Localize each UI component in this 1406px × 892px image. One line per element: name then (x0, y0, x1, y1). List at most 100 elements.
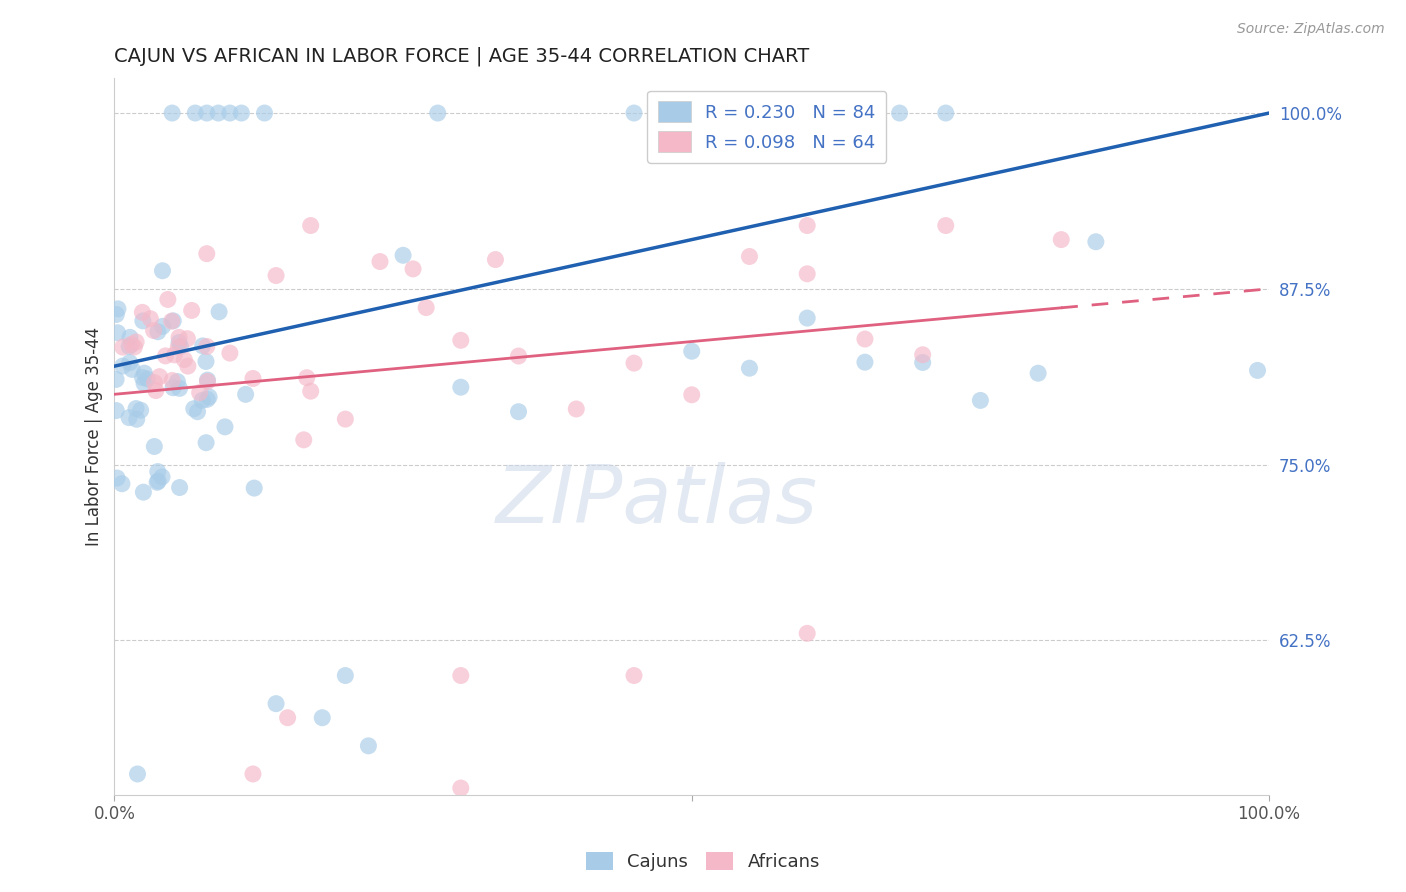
Point (392, 248, 415, 262)
Point (169, 381, 191, 395)
Point (160, 106, 183, 120)
Point (681, 388, 703, 402)
Point (450, 334, 472, 348)
Point (124, 340, 146, 354)
Point (264, 268, 287, 283)
Point (148, 474, 170, 488)
Point (368, 254, 391, 268)
Point (231, 106, 253, 120)
Point (146, 475, 169, 490)
Point (508, 405, 530, 419)
Point (853, 355, 876, 369)
Point (180, 303, 202, 318)
Point (139, 311, 162, 326)
Text: CAJUN VS AFRICAN IN LABOR FORCE | AGE 35-44 CORRELATION CHART: CAJUN VS AFRICAN IN LABOR FORCE | AGE 35… (114, 46, 810, 66)
Point (292, 433, 315, 447)
Point (118, 410, 141, 425)
Point (197, 375, 219, 389)
Point (195, 106, 218, 120)
Point (132, 314, 155, 328)
Point (623, 668, 645, 682)
Point (125, 334, 148, 349)
Point (1026, 366, 1049, 380)
Point (681, 344, 703, 359)
Point (167, 340, 190, 354)
Point (183, 401, 205, 416)
Point (853, 332, 876, 346)
Point (623, 356, 645, 370)
Point (118, 356, 141, 370)
Point (125, 412, 148, 426)
Point (214, 420, 236, 434)
Point (107, 301, 129, 316)
Point (186, 405, 208, 419)
Point (111, 340, 134, 354)
Point (176, 332, 198, 346)
Point (148, 369, 170, 384)
Point (935, 219, 957, 233)
Point (177, 359, 200, 373)
Point (450, 380, 472, 394)
Point (889, 106, 911, 120)
Text: Source: ZipAtlas.com: Source: ZipAtlas.com (1237, 22, 1385, 37)
Legend: R = 0.230   N = 84, R = 0.098   N = 64: R = 0.230 N = 84, R = 0.098 N = 64 (647, 90, 886, 163)
Point (235, 387, 257, 401)
Point (152, 264, 174, 278)
Point (162, 381, 184, 395)
Point (134, 366, 156, 380)
Point (207, 106, 229, 120)
Point (191, 393, 214, 408)
Point (335, 412, 357, 426)
Point (111, 359, 134, 373)
Point (125, 401, 148, 416)
Point (264, 697, 287, 711)
Point (160, 314, 183, 328)
Point (796, 626, 818, 640)
Point (142, 324, 165, 338)
Point (105, 308, 128, 322)
Point (131, 305, 153, 319)
Point (118, 340, 141, 354)
Point (1084, 235, 1107, 249)
Point (136, 372, 159, 386)
Point (156, 293, 179, 307)
Point (295, 370, 318, 384)
Point (195, 435, 218, 450)
Point (299, 219, 322, 233)
Point (146, 325, 169, 339)
Point (311, 711, 333, 725)
Point (195, 339, 218, 353)
Point (415, 301, 437, 315)
Point (484, 252, 506, 267)
Point (738, 361, 761, 376)
Point (243, 481, 266, 495)
Point (105, 403, 128, 417)
Point (1050, 233, 1073, 247)
Point (191, 339, 214, 353)
Point (796, 267, 818, 281)
Point (911, 348, 934, 362)
Point (796, 219, 818, 233)
Point (173, 352, 195, 367)
Point (935, 106, 957, 120)
Point (146, 465, 169, 479)
Point (402, 261, 425, 276)
Point (565, 402, 588, 417)
Point (120, 337, 142, 351)
Point (357, 739, 380, 753)
Point (761, 106, 783, 120)
Point (121, 362, 143, 376)
Legend: Cajuns, Africans: Cajuns, Africans (579, 845, 827, 879)
Text: ZIPatlas: ZIPatlas (496, 462, 818, 540)
Point (335, 668, 357, 682)
Point (160, 374, 183, 388)
Point (911, 355, 934, 369)
Point (218, 106, 240, 120)
Point (242, 371, 264, 385)
Point (143, 440, 166, 454)
Point (277, 711, 299, 725)
Y-axis label: In Labor Force | Age 35-44: In Labor Force | Age 35-44 (86, 326, 103, 546)
Point (197, 373, 219, 387)
Point (450, 780, 472, 795)
Point (208, 305, 231, 319)
